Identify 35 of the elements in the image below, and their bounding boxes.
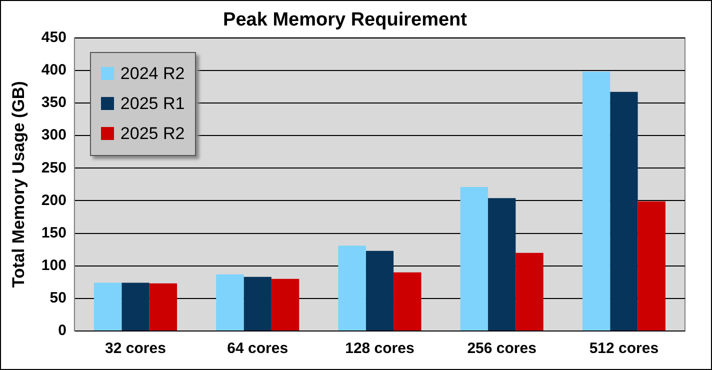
y-tick-label: 300 — [41, 126, 66, 144]
bar — [244, 276, 272, 330]
x-tick-label: 64 cores — [227, 340, 288, 358]
y-tick-label: 50 — [50, 290, 66, 307]
bar — [582, 72, 610, 330]
bar — [516, 252, 544, 330]
y-tick-label: 100 — [41, 256, 66, 274]
bar — [271, 278, 300, 330]
y-tick-label: 450 — [41, 28, 66, 46]
x-tick-label: 512 cores — [589, 340, 659, 358]
x-tick-label: 256 cores — [467, 340, 536, 358]
bar — [94, 282, 122, 330]
y-tick-label: 250 — [41, 159, 66, 176]
chart-title: Peak Memory Requirement — [223, 10, 468, 31]
bar — [488, 198, 516, 330]
y-tick-label: 400 — [41, 62, 66, 79]
y-tick-label: 150 — [41, 224, 66, 242]
bar — [460, 187, 488, 330]
y-axis-title: Total Memory Usage (GB) — [8, 81, 28, 288]
y-tick-label: 0 — [58, 322, 66, 340]
bar — [394, 272, 422, 330]
legend-label: 2025 R1 — [119, 92, 185, 115]
bar — [366, 250, 394, 330]
legend-label: 2024 R2 — [119, 62, 185, 85]
x-tick-label: 32 cores — [105, 340, 166, 358]
y-tick-label: 200 — [41, 192, 66, 209]
legend-label: 2025 R2 — [119, 122, 185, 145]
y-tick-label: 350 — [41, 94, 66, 112]
bar — [216, 274, 244, 330]
bar — [122, 282, 150, 330]
bar — [149, 283, 178, 330]
x-tick-label: 128 cores — [345, 340, 414, 358]
bar — [338, 246, 366, 330]
bar — [638, 201, 666, 330]
bar — [610, 92, 638, 330]
